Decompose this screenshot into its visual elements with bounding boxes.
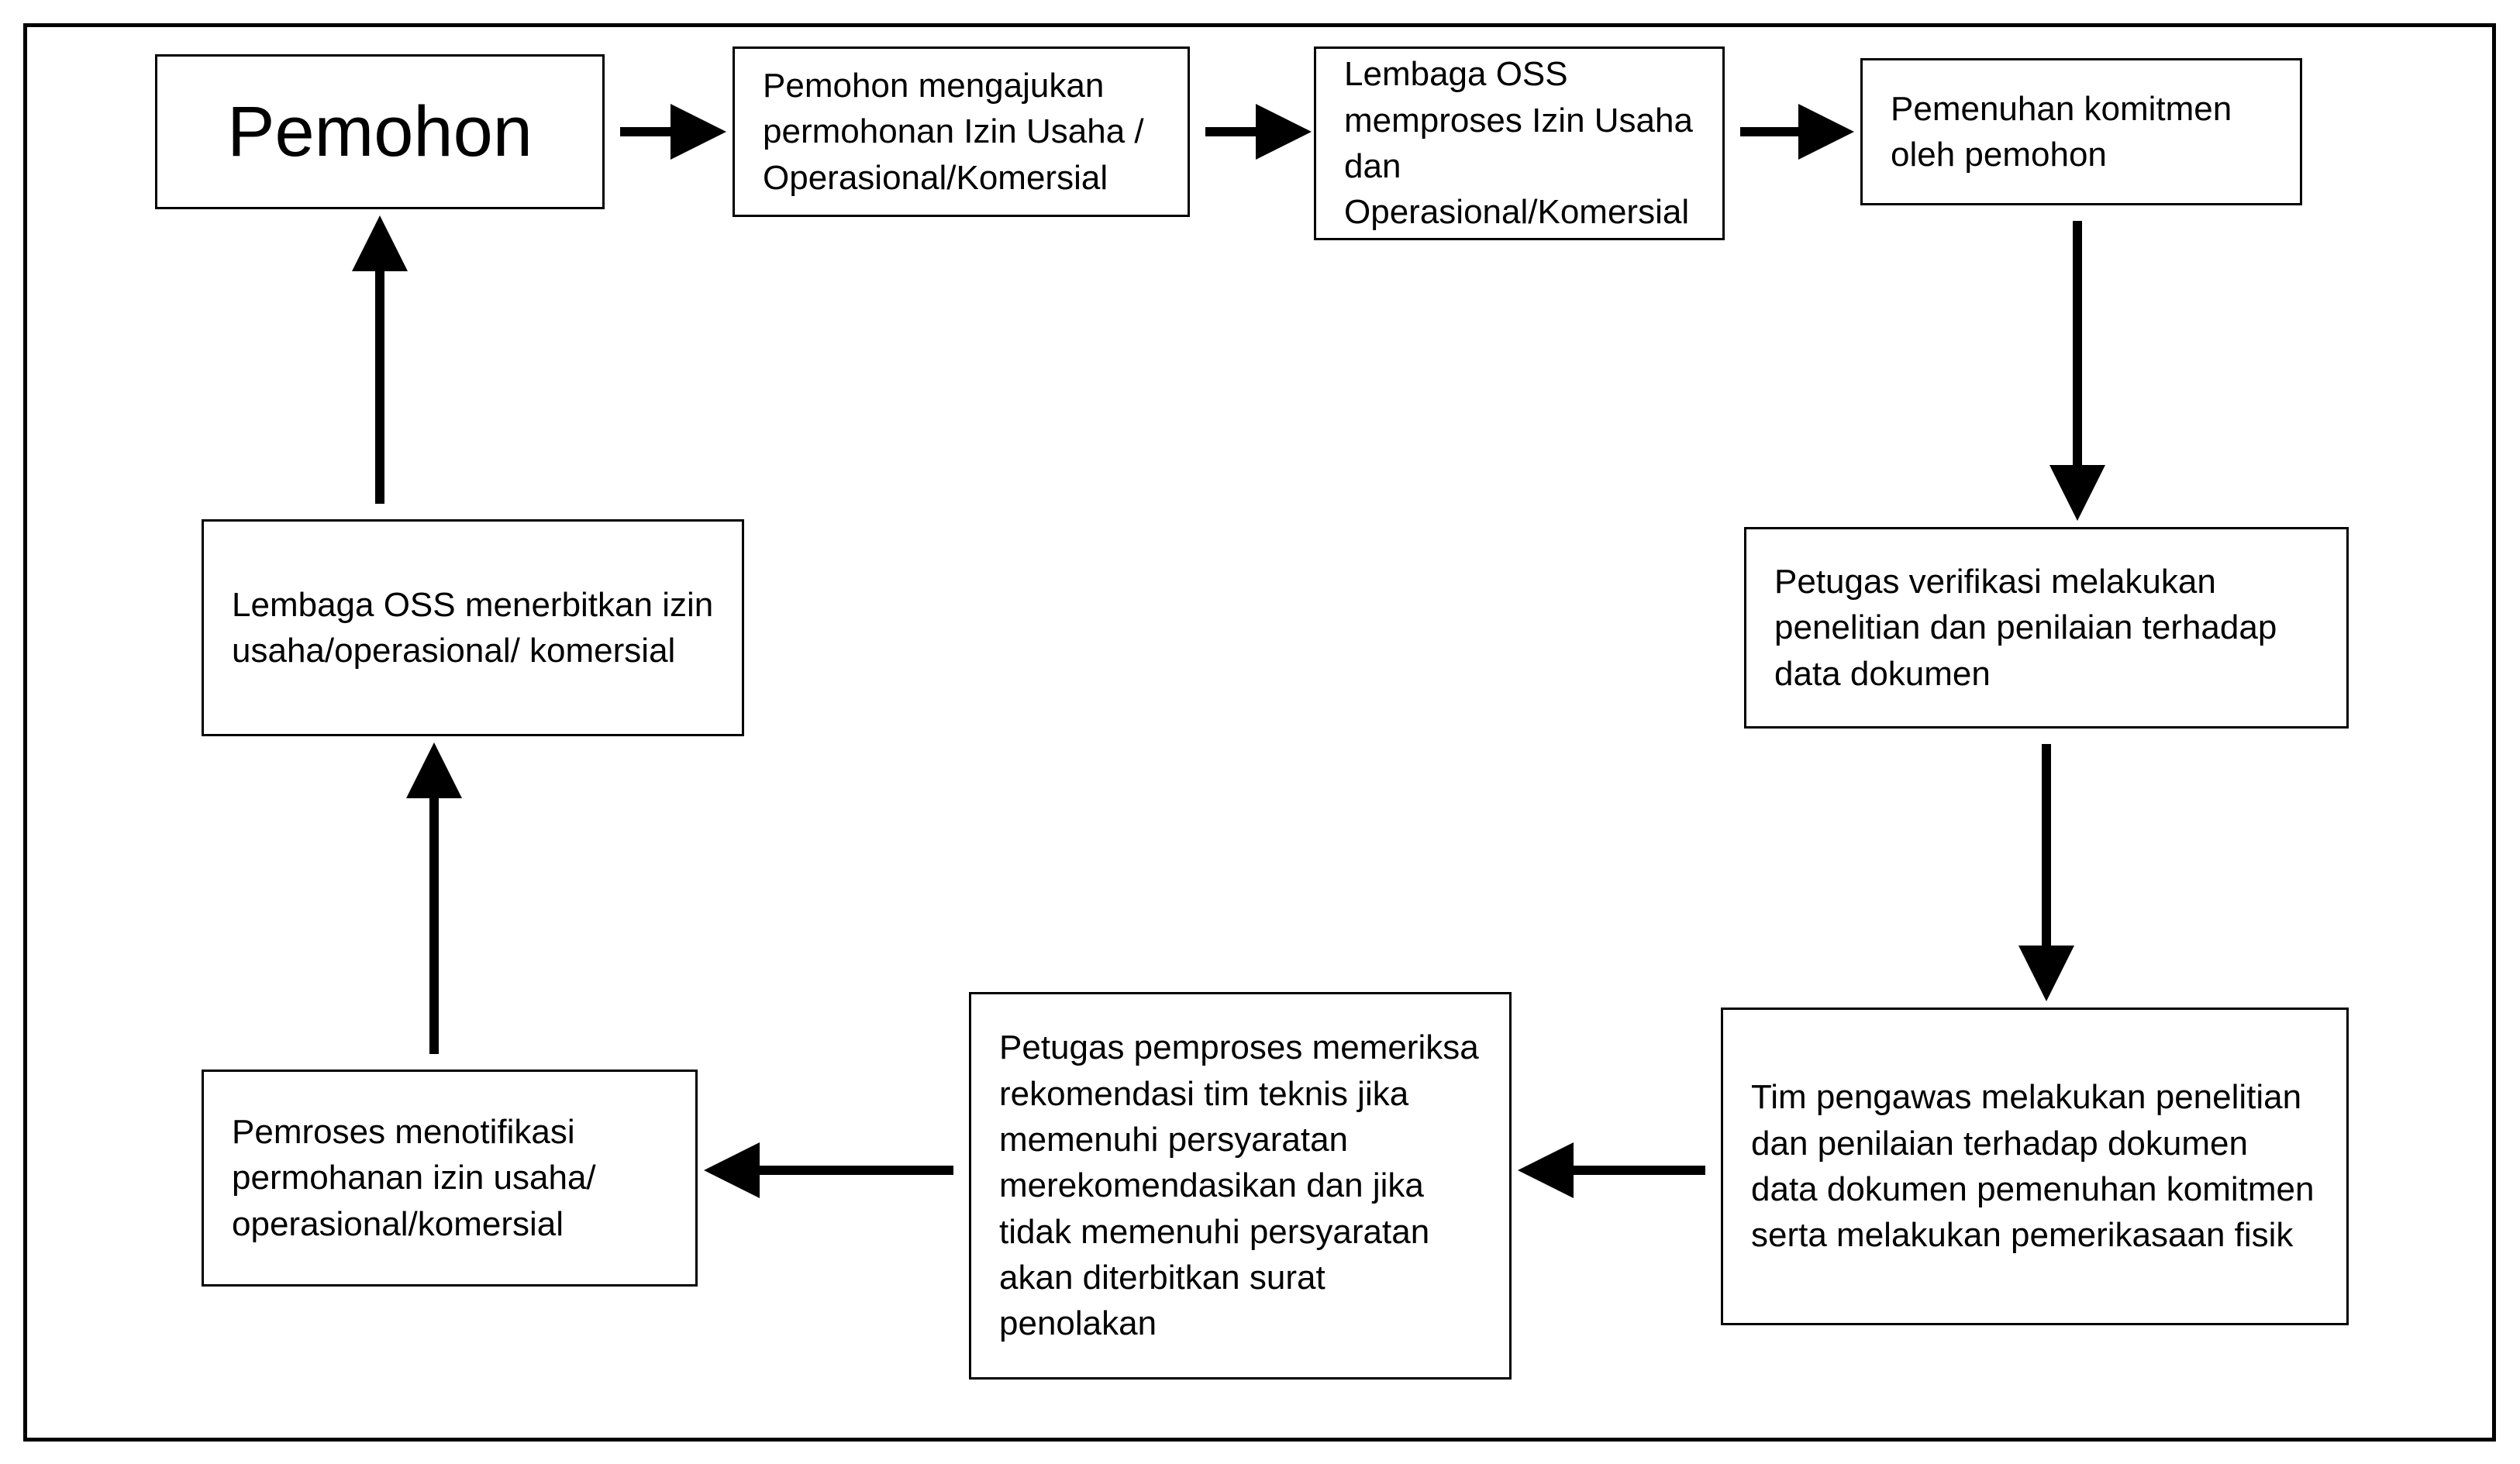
node-label: Petugas verifikasi melakukan penelitian … — [1774, 559, 2318, 697]
node-pemohon: Pemohon — [155, 54, 605, 209]
node-tim-pengawas: Tim pengawas melakukan penelitian dan pe… — [1721, 1008, 2349, 1325]
node-label: Lembaga OSS memproses Izin Usaha dan Ope… — [1344, 51, 1694, 236]
node-ajukan-permohonan: Pemohon mengajukan permohonan Izin Usaha… — [733, 47, 1190, 217]
node-pemenuhan-komitmen: Pemenuhan komitmen oleh pemohon — [1860, 58, 2302, 205]
node-label: Pemenuhan komitmen oleh pemohon — [1891, 86, 2272, 178]
node-label: Pemroses menotifikasi permohanan izin us… — [232, 1109, 667, 1247]
flowchart-canvas: Pemohon Pemohon mengajukan permohonan Iz… — [0, 0, 2520, 1464]
node-oss-memproses: Lembaga OSS memproses Izin Usaha dan Ope… — [1314, 47, 1725, 240]
node-label: Pemohon — [227, 84, 533, 180]
node-label: Petugas pemproses memeriksa rekomendasi … — [999, 1025, 1481, 1347]
node-label: Lembaga OSS menerbitkan izin usaha/opera… — [232, 582, 714, 674]
node-petugas-verifikasi: Petugas verifikasi melakukan penelitian … — [1744, 527, 2349, 729]
node-label: Pemohon mengajukan permohonan Izin Usaha… — [763, 63, 1160, 201]
node-label: Tim pengawas melakukan penelitian dan pe… — [1751, 1074, 2318, 1259]
node-petugas-pemproses: Petugas pemproses memeriksa rekomendasi … — [969, 992, 1512, 1380]
node-oss-menerbitkan: Lembaga OSS menerbitkan izin usaha/opera… — [202, 519, 744, 736]
node-pemroses-notifikasi: Pemroses menotifikasi permohanan izin us… — [202, 1070, 698, 1287]
